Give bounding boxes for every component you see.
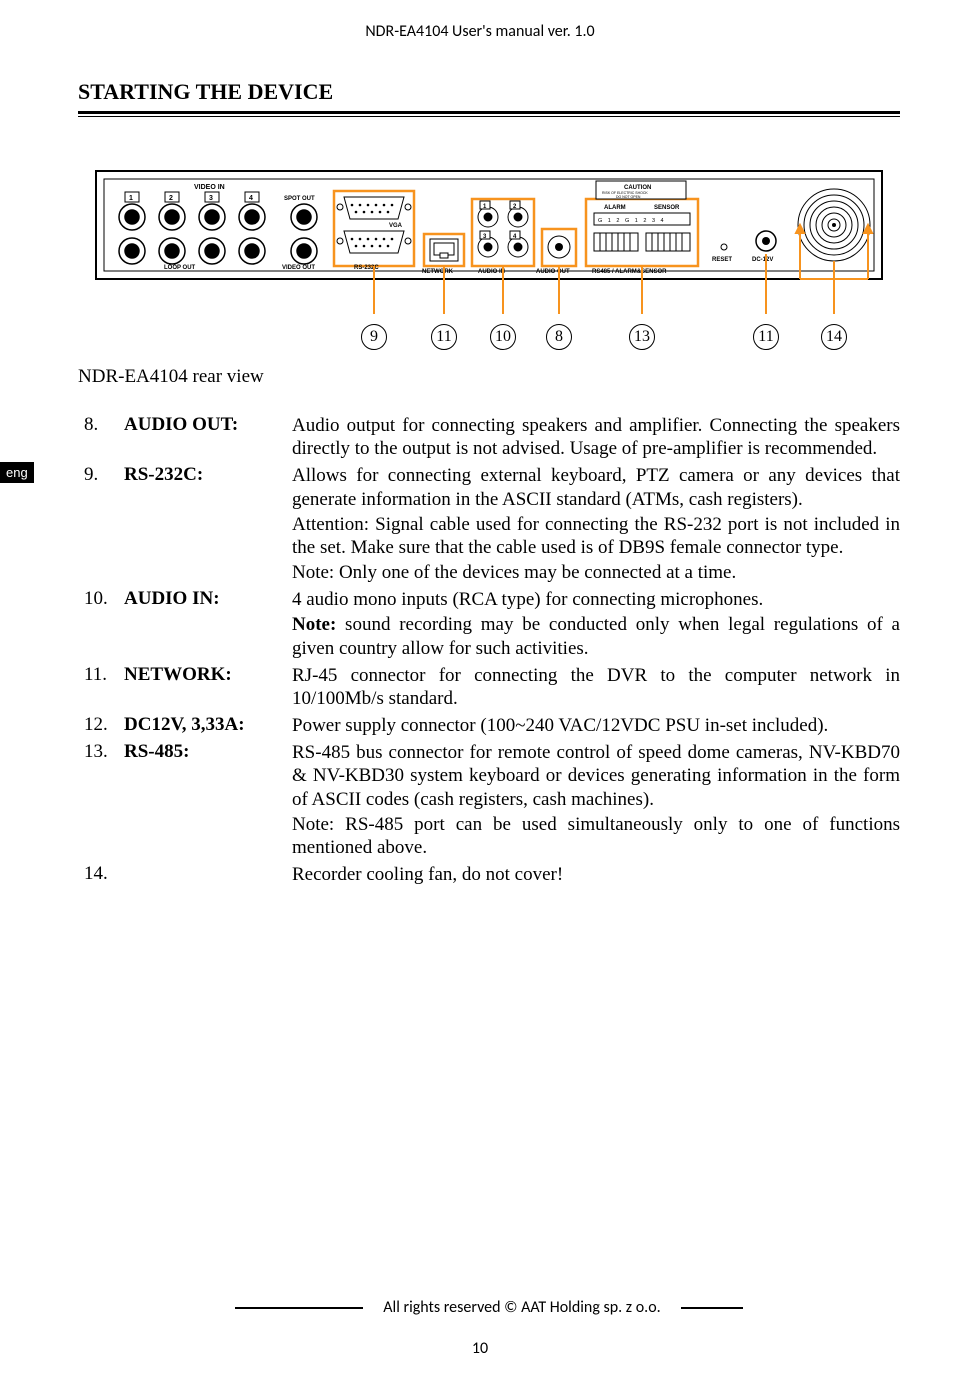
svg-text:RS-232C: RS-232C — [354, 265, 379, 271]
def-num: 12. — [80, 714, 124, 739]
footer-rule — [235, 1307, 363, 1309]
svg-text:RESET: RESET — [712, 257, 732, 263]
page-header: NDR-EA4104 User's manual ver. 1.0 — [0, 0, 960, 41]
def-num: 13. — [80, 741, 124, 861]
def-label: AUDIO IN: — [124, 588, 292, 662]
svg-text:DC-12V: DC-12V — [752, 257, 773, 263]
callout-11b: 11 — [753, 324, 779, 350]
def-row-11: 11. NETWORK: RJ-45 connector for connect… — [80, 664, 900, 712]
callout-11a: 11 — [431, 324, 457, 350]
def-num: 9. — [80, 464, 124, 586]
section-title: STARTING THE DEVICE — [78, 79, 900, 105]
svg-text:VGA: VGA — [389, 223, 403, 229]
fan-grille — [798, 189, 870, 261]
footer-rule — [681, 1307, 743, 1309]
page-footer: All rights reserved © AAT Holding sp. z … — [0, 1298, 960, 1358]
def-desc: RJ-45 connector for connecting the DVR t… — [292, 664, 900, 712]
svg-text:VIDEO IN: VIDEO IN — [194, 184, 225, 191]
svg-text:SENSOR: SENSOR — [654, 205, 680, 211]
def-desc: Recorder cooling fan, do not cover! — [292, 863, 900, 888]
callout-10: 10 — [490, 324, 516, 350]
svg-text:AUDIO IN: AUDIO IN — [478, 269, 505, 275]
svg-text:RS485 / ALARM&SENSOR: RS485 / ALARM&SENSOR — [592, 269, 667, 275]
def-label: DC12V, 3,33A: — [124, 714, 292, 739]
def-row-13: 13. RS-485: RS-485 bus connector for rem… — [80, 741, 900, 861]
callout-14: 14 — [821, 324, 847, 350]
def-row-12: 12. DC12V, 3,33A: Power supply connector… — [80, 714, 900, 739]
def-num: 8. — [80, 414, 124, 462]
def-row-14: 14. Recorder cooling fan, do not cover! — [80, 863, 900, 888]
section-rule — [78, 111, 900, 117]
callout-8: 8 — [546, 324, 572, 350]
svg-text:DO NOT OPEN: DO NOT OPEN — [616, 195, 641, 199]
rear-panel-diagram: VIDEO IN 1 2 3 4 SPOT OUT — [94, 159, 884, 352]
svg-text:G 1 2 G 1 2 3 4: G 1 2 G 1 2 3 4 — [598, 218, 666, 224]
definitions-list: 8. AUDIO OUT: Audio output for connectin… — [80, 414, 900, 888]
def-label: NETWORK: — [124, 664, 292, 712]
language-tag: eng — [0, 462, 34, 483]
def-num: 11. — [80, 664, 124, 712]
def-label — [124, 863, 292, 888]
def-label: AUDIO OUT: — [124, 414, 292, 462]
def-desc: RS-485 bus connector for remote control … — [292, 741, 900, 861]
svg-text:ALARM: ALARM — [604, 205, 626, 211]
svg-text:LOOP OUT: LOOP OUT — [164, 265, 196, 271]
def-label: RS-232C: — [124, 464, 292, 586]
svg-text:NETWORK: NETWORK — [422, 269, 454, 275]
footer-text: All rights reserved © AAT Holding sp. z … — [383, 1298, 660, 1317]
def-row-9: 9. RS-232C: Allows for connecting extern… — [80, 464, 900, 586]
def-num: 10. — [80, 588, 124, 662]
svg-text:AUDIO OUT: AUDIO OUT — [536, 269, 570, 275]
def-desc: Allows for connecting external keyboard,… — [292, 464, 900, 586]
def-row-10: 10. AUDIO IN: 4 audio mono inputs (RCA t… — [80, 588, 900, 662]
def-desc: Audio output for connecting speakers and… — [292, 414, 900, 462]
svg-text:3: 3 — [209, 195, 213, 202]
def-row-8: 8. AUDIO OUT: Audio output for connectin… — [80, 414, 900, 462]
svg-text:4: 4 — [249, 195, 253, 202]
svg-text:VIDEO OUT: VIDEO OUT — [282, 265, 315, 271]
def-desc: 4 audio mono inputs (RCA type) for conne… — [292, 588, 900, 662]
svg-text:2: 2 — [169, 195, 173, 202]
svg-text:1: 1 — [129, 195, 133, 202]
def-desc: Power supply connector (100~240 VAC/12VD… — [292, 714, 900, 739]
svg-text:SPOT OUT: SPOT OUT — [284, 196, 315, 202]
callout-13: 13 — [629, 324, 655, 350]
def-num: 14. — [80, 863, 124, 888]
rear-view-label: NDR-EA4104 rear view — [78, 366, 900, 388]
def-label: RS-485: — [124, 741, 292, 861]
callout-9: 9 — [361, 324, 387, 350]
page-number: 10 — [0, 1339, 960, 1358]
